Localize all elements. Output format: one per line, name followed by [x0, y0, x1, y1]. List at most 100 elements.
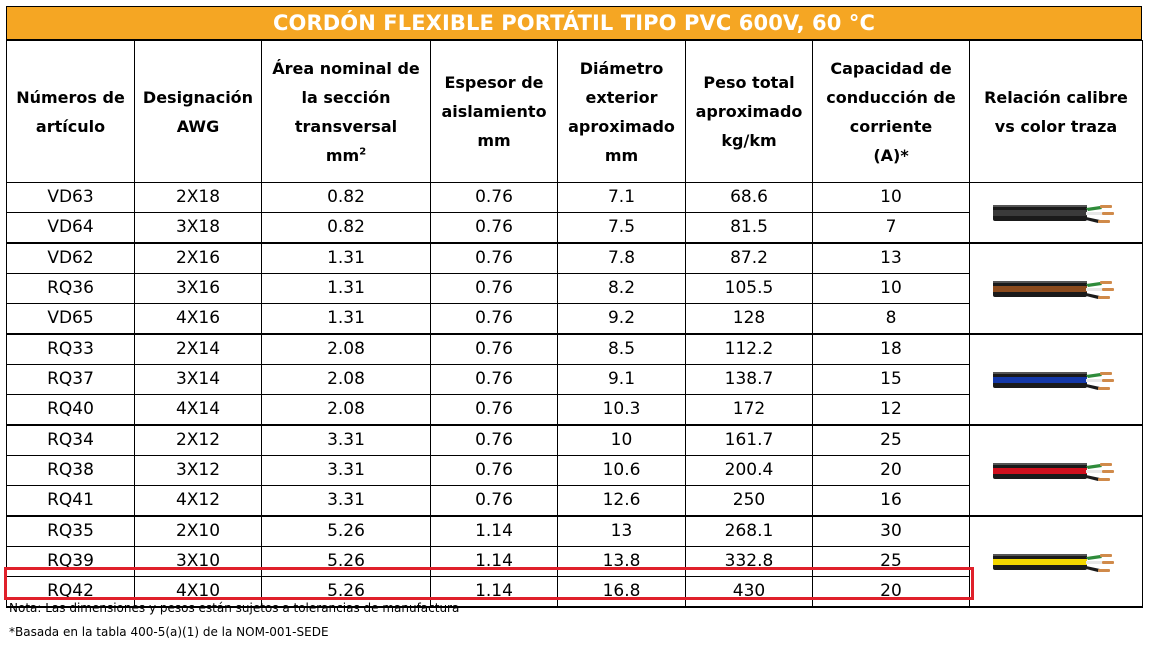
cell-awg: 2X12 — [134, 424, 262, 456]
cell-espesor: 1.14 — [430, 546, 558, 577]
cable-color-cell — [969, 333, 1143, 426]
table-row: RQ39 3X10 5.26 1.14 13.8 332.8 25 — [6, 546, 1143, 577]
cell-espesor: 0.76 — [430, 455, 558, 486]
cell-articulo: RQ37 — [6, 364, 135, 395]
cell-peso: 268.1 — [685, 515, 813, 547]
cell-area: 1.31 — [261, 273, 431, 304]
cell-diametro: 12.6 — [557, 485, 686, 517]
cell-espesor: 1.14 — [430, 515, 558, 547]
cell-diametro: 7.1 — [557, 182, 686, 213]
cell-diametro: 7.8 — [557, 242, 686, 274]
cell-capacidad: 30 — [812, 515, 970, 547]
table-row: RQ37 3X14 2.08 0.76 9.1 138.7 15 — [6, 364, 1143, 395]
cell-diametro: 8.5 — [557, 333, 686, 365]
cell-articulo: RQ34 — [6, 424, 135, 456]
cell-peso: 87.2 — [685, 242, 813, 274]
cell-awg: 3X16 — [134, 273, 262, 304]
cell-peso: 332.8 — [685, 546, 813, 577]
cell-awg: 2X14 — [134, 333, 262, 365]
table-title: CORDÓN FLEXIBLE PORTÁTIL TIPO PVC 600V, … — [6, 6, 1142, 40]
table-row: VD63 2X18 0.82 0.76 7.1 68.6 10 — [6, 182, 1143, 244]
cell-peso: 112.2 — [685, 333, 813, 365]
cell-area: 1.31 — [261, 303, 431, 335]
header-capacidad: Capacidad de conducción de corriente (A)* — [812, 40, 970, 183]
cell-peso: 138.7 — [685, 364, 813, 395]
cell-peso: 105.5 — [685, 273, 813, 304]
cable-spec-table: Números de artículo Designación AWG Área n… — [6, 40, 1143, 608]
cell-area: 2.08 — [261, 364, 431, 395]
cell-area: 0.82 — [261, 212, 431, 244]
cell-espesor: 0.76 — [430, 424, 558, 456]
table-row: RQ35 2X10 5.26 1.14 13 268.1 30 — [6, 515, 1143, 608]
table-row: RQ36 3X16 1.31 0.76 8.2 105.5 10 — [6, 273, 1143, 304]
note-tolerances: Nota: Las dimensiones y pesos están suje… — [9, 601, 460, 615]
cell-area: 0.82 — [261, 182, 431, 213]
cell-espesor: 0.76 — [430, 364, 558, 395]
cell-awg: 4X10 — [134, 576, 262, 608]
table-row: RQ33 2X14 2.08 0.76 8.5 112.2 18 — [6, 333, 1143, 426]
cell-diametro: 9.1 — [557, 364, 686, 395]
header-diametro: Diámetro exterior aproximado mm — [557, 40, 686, 183]
table-row: VD62 2X16 1.31 0.76 7.8 87.2 13 — [6, 242, 1143, 335]
cell-capacidad: 25 — [812, 546, 970, 577]
cell-peso: 250 — [685, 485, 813, 517]
cell-articulo: VD64 — [6, 212, 135, 244]
brown-trace-cable-icon — [993, 280, 1114, 299]
cell-espesor: 0.76 — [430, 303, 558, 335]
cell-awg: 2X10 — [134, 515, 262, 547]
cell-peso: 68.6 — [685, 182, 813, 213]
cell-articulo: RQ33 — [6, 333, 135, 365]
cell-diametro: 13.8 — [557, 546, 686, 577]
cell-capacidad: 18 — [812, 333, 970, 365]
note-reference: *Basada en la tabla 400-5(a)(1) de la NO… — [9, 625, 329, 639]
cell-area: 5.26 — [261, 576, 431, 608]
cell-capacidad: 15 — [812, 364, 970, 395]
cell-articulo: RQ42 — [6, 576, 135, 608]
cell-area: 5.26 — [261, 515, 431, 547]
cell-articulo: RQ40 — [6, 394, 135, 426]
cell-awg: 3X10 — [134, 546, 262, 577]
cell-area: 3.31 — [261, 424, 431, 456]
cell-capacidad: 7 — [812, 212, 970, 244]
black-trace-cable-icon — [993, 204, 1114, 223]
cell-diametro: 10.3 — [557, 394, 686, 426]
table-row: RQ42 4X10 5.26 1.14 16.8 430 20 — [6, 576, 1143, 608]
cell-area: 2.08 — [261, 394, 431, 426]
cell-diametro: 16.8 — [557, 576, 686, 608]
table-row: RQ41 4X12 3.31 0.76 12.6 250 16 — [6, 485, 1143, 517]
cell-awg: 2X18 — [134, 182, 262, 213]
cell-diametro: 9.2 — [557, 303, 686, 335]
header-area: Área nominal de la sección transversal mm2 — [261, 40, 431, 183]
cell-diametro: 8.2 — [557, 273, 686, 304]
cell-espesor: 0.76 — [430, 394, 558, 426]
cell-articulo: RQ36 — [6, 273, 135, 304]
cell-espesor: 0.76 — [430, 333, 558, 365]
cell-articulo: VD65 — [6, 303, 135, 335]
cell-articulo: VD63 — [6, 182, 135, 213]
cell-capacidad: 13 — [812, 242, 970, 274]
cell-capacidad: 20 — [812, 455, 970, 486]
cell-capacidad: 25 — [812, 424, 970, 456]
cable-color-cell — [969, 182, 1143, 244]
cell-espesor: 0.76 — [430, 485, 558, 517]
cell-capacidad: 10 — [812, 273, 970, 304]
cell-articulo: RQ38 — [6, 455, 135, 486]
cell-awg: 2X16 — [134, 242, 262, 274]
cell-articulo: RQ39 — [6, 546, 135, 577]
table-row: RQ40 4X14 2.08 0.76 10.3 172 12 — [6, 394, 1143, 426]
cell-capacidad: 20 — [812, 576, 970, 608]
cell-capacidad: 10 — [812, 182, 970, 213]
blue-trace-cable-icon — [993, 371, 1114, 390]
yellow-trace-cable-icon — [993, 553, 1114, 572]
cell-espesor: 0.76 — [430, 182, 558, 213]
cell-articulo: RQ41 — [6, 485, 135, 517]
cell-diametro: 7.5 — [557, 212, 686, 244]
cell-awg: 3X18 — [134, 212, 262, 244]
cell-awg: 3X12 — [134, 455, 262, 486]
cell-articulo: RQ35 — [6, 515, 135, 547]
table-row: VD64 3X18 0.82 0.76 7.5 81.5 7 — [6, 212, 1143, 244]
header-relacion: Relación calibre vs color traza — [969, 40, 1143, 183]
cell-area: 5.26 — [261, 546, 431, 577]
cell-awg: 4X12 — [134, 485, 262, 517]
cell-espesor: 0.76 — [430, 242, 558, 274]
